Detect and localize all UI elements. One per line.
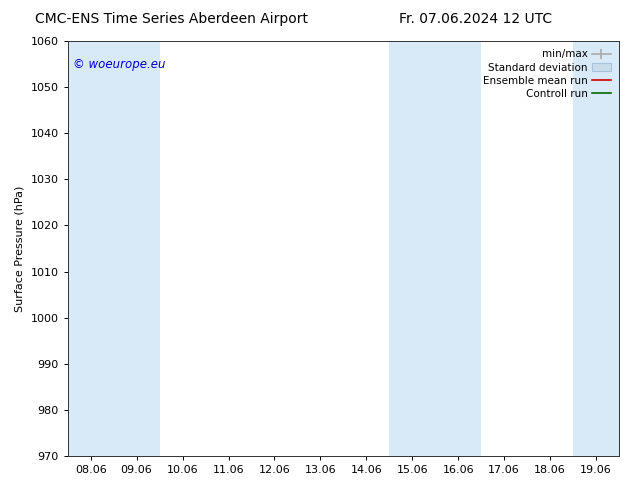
Bar <box>435 41 481 456</box>
Bar <box>389 41 435 456</box>
Text: CMC-ENS Time Series Aberdeen Airport: CMC-ENS Time Series Aberdeen Airport <box>35 12 307 26</box>
Bar <box>113 41 160 456</box>
Bar <box>68 41 113 456</box>
Bar <box>573 41 619 456</box>
Text: Fr. 07.06.2024 12 UTC: Fr. 07.06.2024 12 UTC <box>399 12 552 26</box>
Legend: min/max, Standard deviation, Ensemble mean run, Controll run: min/max, Standard deviation, Ensemble me… <box>480 46 614 102</box>
Y-axis label: Surface Pressure (hPa): Surface Pressure (hPa) <box>15 185 25 312</box>
Text: © woeurope.eu: © woeurope.eu <box>73 58 165 71</box>
